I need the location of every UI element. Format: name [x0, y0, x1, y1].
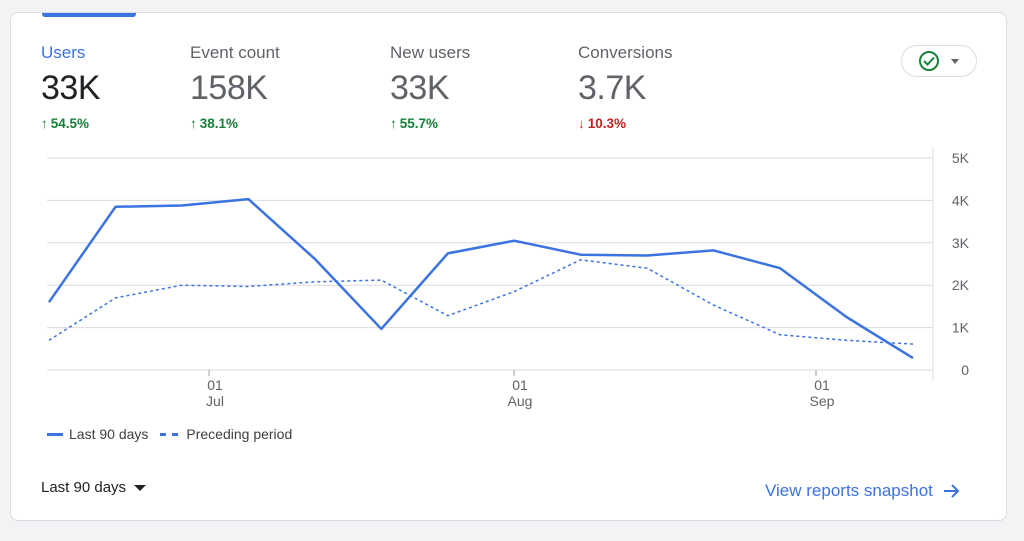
x-tick-day: 01	[207, 377, 223, 393]
view-link-label: View reports snapshot	[765, 481, 933, 500]
legend-item-last-90-days: Last 90 days	[47, 426, 148, 442]
series-line-last-90-days	[47, 197, 914, 360]
metric-value: 33K	[41, 69, 101, 107]
overview-card: Users 33K ↑ 54.5% Event count 158K ↑ 38.1%…	[10, 12, 1007, 521]
metric-tab-new-users[interactable]: New users 33K ↑ 55.7%	[390, 43, 470, 131]
metric-value: 33K	[390, 69, 450, 107]
check-circle-icon	[919, 51, 939, 71]
metric-label: Users	[41, 43, 86, 62]
y-tick-label: 0	[961, 362, 969, 378]
metric-delta: ↓ 10.3%	[578, 116, 627, 131]
data-quality-menu-button[interactable]	[901, 45, 977, 77]
x-tick-month: Aug	[508, 393, 533, 409]
x-tick-month: Jul	[206, 393, 224, 409]
y-tick-label: 4K	[952, 192, 970, 208]
metric-label: New users	[390, 43, 471, 62]
metric-tab-users[interactable]: Users 33K ↑ 54.5%	[41, 43, 101, 131]
y-tick-label: 1K	[952, 320, 970, 336]
metric-value: 158K	[190, 69, 268, 107]
chevron-down-icon	[951, 58, 959, 64]
metric-tab-conversions[interactable]: Conversions 3.7K ↓ 10.3%	[578, 43, 673, 131]
metric-label: Conversions	[578, 43, 673, 62]
caret-down-icon	[134, 484, 147, 491]
arrow-right-icon	[943, 484, 960, 498]
date-range-selector[interactable]: Last 90 days	[41, 479, 147, 496]
x-tick-day: 01	[814, 377, 830, 393]
metric-delta: ↑ 54.5%	[41, 116, 90, 131]
metric-value: 3.7K	[578, 69, 646, 107]
active-tab-indicator	[42, 13, 136, 17]
legend-item-preceding-period: Preceding period	[160, 426, 292, 442]
dashed-line-swatch	[160, 432, 179, 436]
arrow-up-icon: ↑	[190, 116, 197, 131]
y-tick-label: 2K	[952, 277, 970, 293]
arrow-up-icon: ↑	[390, 116, 397, 131]
metric-delta: ↑ 55.7%	[390, 116, 439, 131]
y-tick-label: 5K	[952, 150, 970, 166]
legend-label: Preceding period	[186, 426, 293, 442]
date-range-label: Last 90 days	[41, 479, 127, 496]
x-tick-day: 01	[512, 377, 528, 393]
metric-label: Event count	[190, 43, 280, 62]
series-line-preceding-period	[48, 259, 914, 345]
chart-legend: Last 90 days Preceding period	[47, 426, 304, 442]
y-tick-label: 3K	[952, 235, 970, 251]
view-reports-snapshot-link[interactable]: View reports snapshot	[765, 481, 961, 501]
metric-tab-event-count[interactable]: Event count 158K ↑ 38.1%	[190, 43, 280, 131]
metric-delta: ↑ 38.1%	[190, 116, 239, 131]
arrow-up-icon: ↑	[41, 116, 48, 131]
arrow-down-icon: ↓	[578, 116, 585, 131]
x-tick-month: Sep	[810, 393, 835, 409]
legend-label: Last 90 days	[69, 426, 149, 442]
solid-line-swatch	[47, 432, 63, 436]
